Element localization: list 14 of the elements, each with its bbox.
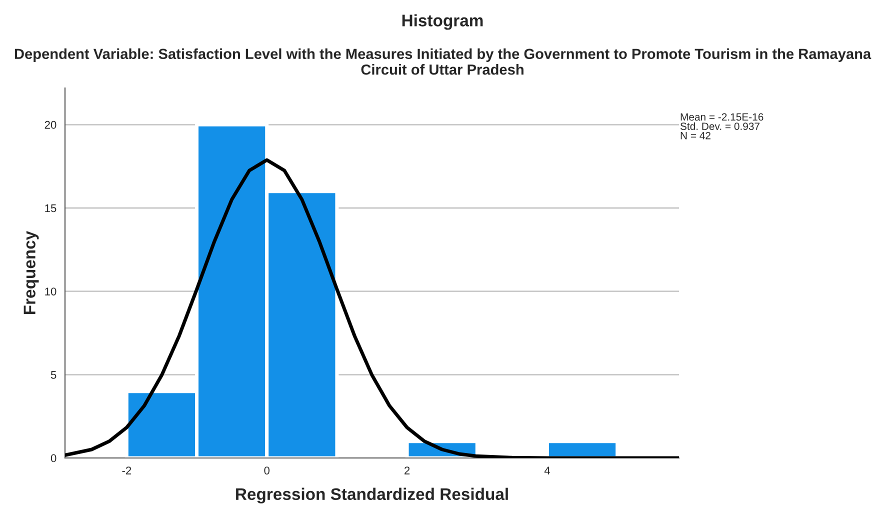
x-tick-label: 2: [404, 466, 410, 474]
x-tick-label: 0: [264, 466, 270, 474]
x-axis-title: Regression Standardized Residual: [236, 488, 508, 504]
y-tick-label: 0: [50, 454, 56, 462]
y-tick-label: 10: [45, 288, 56, 296]
y-tick-label: 20: [44, 120, 56, 129]
text: Mean = -2.15E-16 Std. Dev. = 0.937 N = 42: [680, 113, 764, 140]
chart-subtitle: Dependent Variable: Satisfaction Level with the Measures Initiated by the Government to Promote Tourism in the Ramayana Circuit of Uttar Pradesh: [14, 48, 872, 75]
x-tick-label: -2: [122, 466, 132, 474]
chart-title: Histogram: [402, 14, 483, 30]
x-tick-label: 4: [544, 466, 550, 474]
y-axis-title: Frequency: [24, 230, 39, 314]
y-tick-label: 15: [45, 204, 56, 212]
y-tick-label: 5: [50, 371, 56, 379]
